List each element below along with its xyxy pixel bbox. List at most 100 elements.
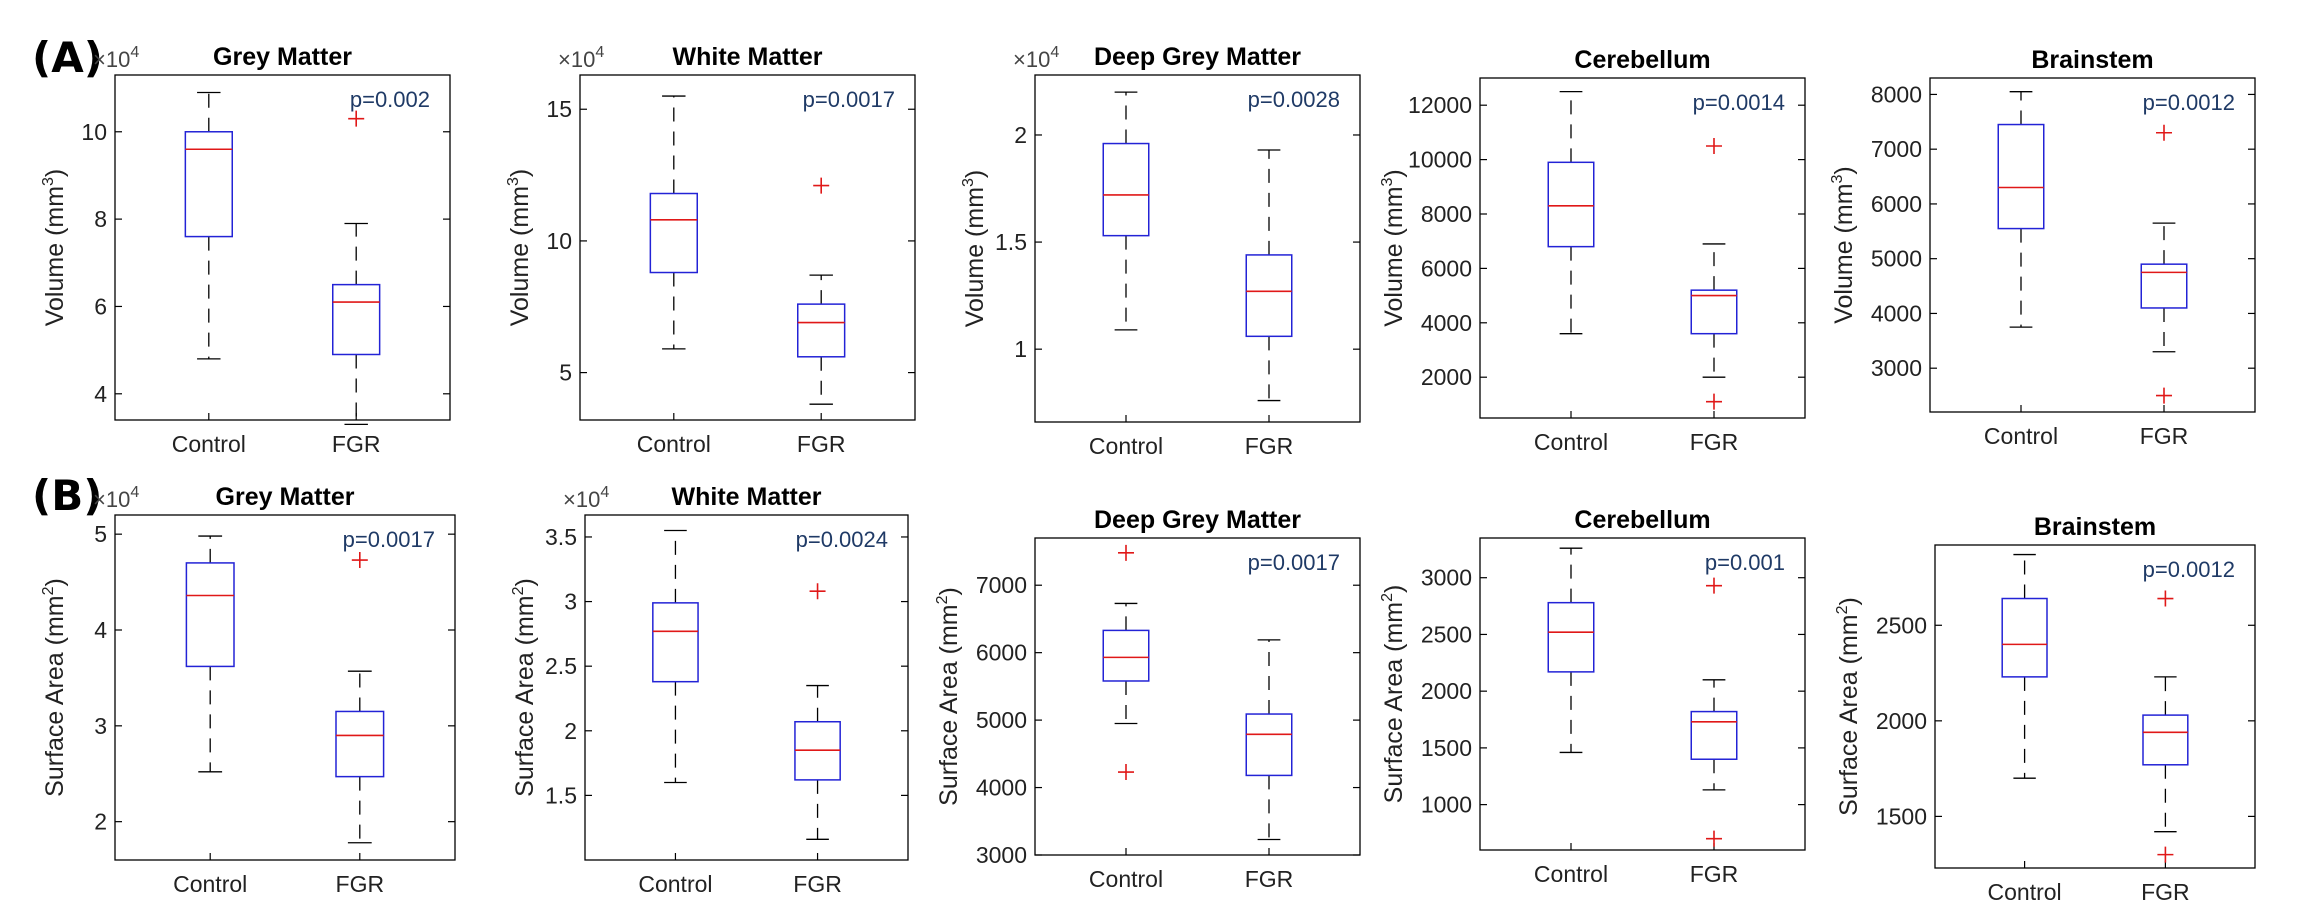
exponent-power: 4 <box>600 484 609 501</box>
y-axis-label-text: Surface Area (mm <box>1380 602 1408 803</box>
plot-frame <box>579 74 916 421</box>
chart-title: Grey Matter <box>213 43 352 71</box>
x-category-label: Control <box>638 871 712 897</box>
y-tick-label: 5 <box>559 360 572 386</box>
y-tick-label: 1000 <box>1421 792 1472 818</box>
plot-frame <box>1034 537 1361 856</box>
y-tick-label: 2 <box>1014 122 1027 148</box>
y-tick-label: 5000 <box>1871 246 1922 272</box>
y-tick-label: 12000 <box>1408 92 1472 118</box>
y-axis-label-sup: 2 <box>1834 605 1851 614</box>
y-tick-label: 3000 <box>1421 565 1472 591</box>
y-tick-label: 2000 <box>1421 364 1472 390</box>
p-value: p=0.002 <box>350 87 430 112</box>
exponent-base: ×10 <box>93 487 130 512</box>
x-category-label: Control <box>637 431 711 457</box>
x-category-label: FGR <box>797 431 846 457</box>
y-tick-label: 2000 <box>1876 708 1927 734</box>
plot-frame <box>1034 74 1361 423</box>
y-tick-label: 2.5 <box>545 653 577 679</box>
iqr-box <box>1690 710 1738 760</box>
y-axis-label: Volume (mm3) <box>1829 166 1858 324</box>
y-tick-label: 2000 <box>1421 678 1472 704</box>
y-axis-label-close: ) <box>506 169 534 177</box>
chart-title: Deep Grey Matter <box>1094 506 1301 534</box>
exponent-base: ×10 <box>563 487 600 512</box>
y-tick-label: 8000 <box>1871 81 1922 107</box>
y-tick-label: 4 <box>94 381 107 407</box>
y-axis-label: Surface Area (mm2) <box>1379 585 1408 804</box>
y-tick-label: 7000 <box>976 572 1027 598</box>
plot-frame <box>584 514 909 861</box>
chart-title: Brainstem <box>2034 513 2156 541</box>
y-axis-label-text: Surface Area (mm <box>1835 614 1863 815</box>
exponent-base: ×10 <box>1013 47 1050 72</box>
outlier-marker <box>1706 830 1722 847</box>
y-tick-label: 6000 <box>1871 191 1922 217</box>
p-value: p=0.0012 <box>2143 557 2235 582</box>
outlier-marker <box>1706 393 1722 410</box>
x-category-label: Control <box>1089 866 1163 892</box>
boxplot-panel: Brainstem p=0.0012 3000 4000 5000 6000 7000 800… <box>1829 46 2256 449</box>
iqr-box <box>2140 263 2188 309</box>
chart-title: Cerebellum <box>1574 506 1710 534</box>
y-axis-label-sup: 3 <box>505 177 522 186</box>
y-tick-label: 15 <box>546 96 572 122</box>
y-axis-label-text: Surface Area (mm <box>41 595 69 796</box>
outlier-marker <box>813 177 830 194</box>
y-axis-label-close: ) <box>41 169 69 177</box>
outlier-marker <box>2157 846 2174 863</box>
y-axis-label-text: Surface Area (mm <box>935 604 963 805</box>
y-axis-label-sup: 3 <box>1379 177 1396 186</box>
exponent-power: 4 <box>595 44 604 61</box>
y-axis-label-text: Surface Area (mm <box>511 595 539 796</box>
outlier-marker <box>348 110 365 127</box>
y-tick-label: 3 <box>564 589 577 615</box>
y-tick-label: 4000 <box>976 775 1027 801</box>
iqr-box <box>652 602 699 683</box>
y-axis-label-close: ) <box>1835 597 1863 605</box>
y-tick-label: 3000 <box>1871 355 1922 381</box>
boxplot-panel: Deep Grey Matter p=0.0017 3000 4000 5000 6000… <box>934 506 1361 892</box>
exponent-power: 4 <box>130 484 139 501</box>
y-axis-label: Volume (mm3) <box>40 169 69 327</box>
y-tick-label: 7000 <box>1871 136 1922 162</box>
outlier-marker <box>2156 387 2172 404</box>
x-category-label: Control <box>173 871 247 897</box>
plot-frame <box>114 514 456 861</box>
y-axis-label-sup: 2 <box>40 586 57 595</box>
x-category-label: FGR <box>1245 866 1294 892</box>
x-category-label: Control <box>1534 429 1608 455</box>
y-axis-label-close: ) <box>1380 585 1408 593</box>
y-tick-label: 8 <box>94 206 107 232</box>
x-category-label: FGR <box>2140 423 2189 449</box>
y-axis-label: Volume (mm3) <box>1379 169 1408 327</box>
y-axis-label-text: Volume (mm <box>1830 183 1858 323</box>
boxplot-panel: White Matter p=0.0024 ×104 1.5 2 2.5 3 3.5 Surfa… <box>510 483 909 897</box>
iqr-box <box>1547 161 1595 248</box>
chart-title: Cerebellum <box>1574 46 1710 74</box>
y-tick-label: 3 <box>94 713 107 739</box>
y-axis-label-text: Volume (mm <box>506 186 534 326</box>
y-tick-label: 2 <box>564 718 577 744</box>
iqr-box <box>1245 713 1293 777</box>
iqr-box <box>1997 123 2045 230</box>
x-category-label: FGR <box>336 871 385 897</box>
p-value: p=0.0014 <box>1693 90 1785 115</box>
y-axis-label: Volume (mm3) <box>960 170 989 328</box>
plot-frame <box>1934 544 2256 869</box>
y-axis-label-close: ) <box>511 578 539 586</box>
iqr-box <box>1102 142 1150 237</box>
y-axis-label: Surface Area (mm2) <box>934 587 963 806</box>
y-tick-label: 5 <box>94 521 107 547</box>
y-tick-label: 8000 <box>1421 201 1472 227</box>
y-axis-label-sup: 3 <box>40 177 57 186</box>
plot-frame <box>1929 77 2256 413</box>
y-axis-label-close: ) <box>961 170 989 178</box>
x-category-label: Control <box>1534 861 1608 887</box>
x-category-label: FGR <box>1690 429 1739 455</box>
y-axis-label: Surface Area (mm2) <box>1834 597 1863 816</box>
y-axis-label: Volume (mm3) <box>505 169 534 327</box>
y-axis-label-text: Volume (mm <box>41 186 69 326</box>
y-axis-label-text: Volume (mm <box>1380 186 1408 326</box>
